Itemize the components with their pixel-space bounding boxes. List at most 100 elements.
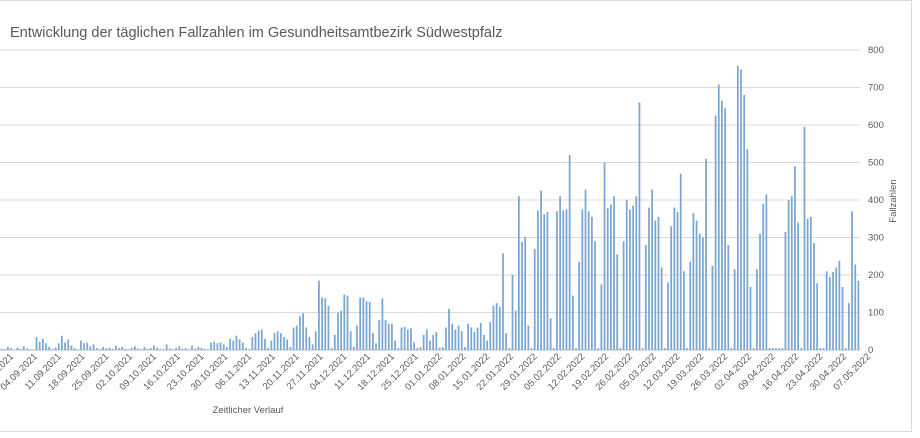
bar: [629, 209, 631, 351]
bar: [743, 95, 746, 350]
bar: [844, 348, 847, 351]
bar: [575, 348, 577, 351]
bar: [365, 301, 368, 350]
bar: [403, 326, 406, 350]
bar: [48, 347, 51, 350]
bar: [444, 327, 447, 350]
bar: [86, 342, 89, 350]
bar: [359, 297, 362, 350]
bar: [118, 348, 120, 351]
bar: [89, 346, 92, 350]
bar: [600, 284, 603, 351]
bar: [124, 348, 127, 351]
bar: [229, 338, 231, 350]
bar: [191, 345, 193, 350]
bar: [740, 69, 742, 350]
bar: [597, 348, 600, 351]
bar: [121, 347, 124, 350]
bar: [492, 305, 495, 350]
bar: [724, 108, 727, 351]
chart-frame: Entwicklung der täglichen Fallzahlen im …: [0, 0, 912, 432]
bar: [346, 295, 349, 351]
bar: [571, 295, 574, 351]
y-tick-label: 600: [868, 120, 884, 131]
bar: [362, 297, 365, 350]
bar: [676, 212, 679, 350]
bar: [752, 348, 755, 351]
bar: [613, 196, 615, 350]
bar: [787, 200, 790, 350]
bar: [562, 210, 565, 350]
bar: [803, 126, 806, 351]
bar: [476, 327, 479, 350]
bar: [508, 348, 511, 351]
bar: [413, 342, 416, 350]
bar: [749, 287, 752, 350]
bar: [391, 323, 393, 350]
bar: [794, 166, 796, 350]
bar: [299, 316, 301, 350]
bar: [841, 287, 844, 350]
bar: [464, 347, 466, 350]
bar: [479, 323, 482, 350]
bar: [717, 84, 720, 350]
bar: [657, 216, 660, 351]
bar: [775, 348, 777, 351]
bar: [711, 265, 714, 351]
bar: [422, 335, 425, 350]
bar: [537, 210, 539, 350]
bar: [822, 348, 825, 351]
bar: [7, 347, 9, 350]
bar: [64, 342, 66, 350]
bar: [41, 338, 44, 350]
y-tick-label: 800: [868, 45, 884, 56]
bar: [111, 348, 114, 351]
y-tick-label: 400: [868, 195, 884, 206]
bar: [638, 102, 641, 350]
bar: [387, 323, 390, 350]
bar: [67, 339, 70, 350]
bar: [721, 100, 723, 351]
bar: [460, 331, 463, 350]
bar: [372, 333, 374, 351]
bar: [279, 333, 282, 351]
y-tick-label: 200: [868, 270, 884, 281]
bar: [26, 348, 28, 350]
bar: [616, 254, 619, 351]
bar: [809, 216, 812, 351]
bar: [505, 333, 508, 351]
bar: [321, 297, 323, 350]
bar: [467, 323, 469, 350]
bar: [778, 348, 780, 351]
bar: [828, 276, 831, 351]
bar: [660, 267, 663, 350]
bar: [594, 241, 596, 350]
y-tick-label: 500: [868, 158, 884, 169]
bar: [632, 205, 634, 351]
bar: [137, 348, 139, 350]
bar: [736, 65, 739, 350]
bar: [806, 218, 809, 350]
bar: [733, 269, 736, 351]
bar: [848, 303, 850, 351]
bar: [168, 348, 171, 350]
bar: [3, 349, 6, 350]
bar: [216, 343, 219, 350]
bar: [816, 283, 819, 350]
bar: [689, 261, 692, 351]
bar: [603, 162, 606, 350]
bar: [105, 348, 108, 350]
bar: [254, 333, 257, 351]
bar: [330, 348, 333, 351]
bar: [438, 347, 441, 350]
bar: [619, 348, 622, 351]
bar: [333, 335, 336, 350]
bar: [270, 340, 273, 351]
bar: [530, 348, 533, 351]
bar: [644, 245, 647, 350]
bar: [635, 196, 638, 350]
bar: [187, 349, 190, 350]
bar: [625, 200, 628, 350]
bar: [651, 189, 654, 350]
bar: [835, 267, 838, 350]
